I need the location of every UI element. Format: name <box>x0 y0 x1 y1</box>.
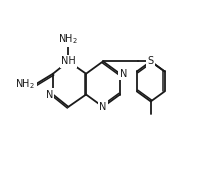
Text: NH$_2$: NH$_2$ <box>58 32 78 46</box>
Text: N: N <box>45 90 53 100</box>
Text: NH: NH <box>61 56 76 66</box>
Text: NH$_2$: NH$_2$ <box>15 78 35 91</box>
Text: S: S <box>148 56 154 66</box>
Text: N: N <box>120 69 127 79</box>
Text: N: N <box>99 102 107 112</box>
